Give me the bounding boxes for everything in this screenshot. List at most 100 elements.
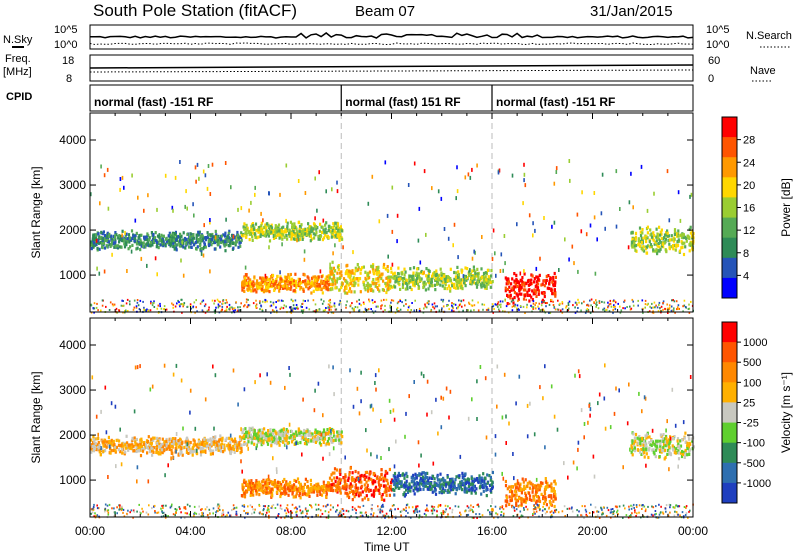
- data-cell: [113, 245, 116, 249]
- data-cell: [133, 299, 136, 302]
- data-cell: [564, 237, 566, 242]
- data-cell: [137, 195, 139, 200]
- data-cell: [181, 303, 184, 306]
- data-cell: [219, 300, 221, 303]
- data-cell: [198, 176, 200, 181]
- data-cell: [378, 219, 381, 224]
- data-cell: [444, 282, 447, 287]
- data-cell: [466, 267, 469, 271]
- data-cell: [224, 249, 227, 253]
- data-cell: [405, 278, 408, 282]
- data-cell: [471, 299, 474, 302]
- data-cell: [255, 492, 258, 496]
- data-cell: [306, 484, 309, 489]
- data-cell: [541, 301, 543, 303]
- data-cell: [375, 305, 378, 308]
- data-cell: [393, 493, 396, 497]
- data-cell: [397, 471, 400, 475]
- data-cell: [425, 232, 427, 237]
- data-cell: [291, 277, 294, 281]
- data-cell: [94, 441, 97, 445]
- data-cell: [433, 302, 436, 305]
- data-cell: [642, 245, 645, 249]
- data-cell: [225, 308, 228, 311]
- data-cell: [172, 238, 175, 242]
- data-cell: [333, 269, 336, 273]
- data-cell: [298, 494, 301, 498]
- data-cell: [157, 311, 160, 314]
- velocity-scatter-cells: [90, 318, 695, 519]
- data-cell: [201, 440, 204, 444]
- data-cell: [677, 308, 679, 310]
- data-cell: [221, 437, 224, 441]
- data-cell: [245, 483, 248, 487]
- data-cell: [189, 235, 192, 239]
- data-cell: [655, 304, 657, 307]
- data-cell: [683, 235, 687, 239]
- data-cell: [174, 447, 177, 451]
- data-cell: [531, 305, 533, 308]
- data-cell: [95, 448, 98, 452]
- data-cell: [292, 224, 295, 229]
- data-cell: [400, 480, 403, 484]
- data-cell: [260, 287, 263, 291]
- data-cell: [227, 446, 230, 451]
- data-cell: [211, 452, 214, 456]
- data-cell: [316, 278, 319, 282]
- data-cell: [502, 268, 504, 273]
- data-cell: [530, 304, 532, 307]
- data-cell: [259, 234, 262, 238]
- data-cell: [521, 276, 524, 280]
- data-cell: [414, 299, 416, 302]
- data-cell: [298, 431, 301, 435]
- data-cell: [481, 303, 484, 306]
- data-cell: [333, 304, 335, 307]
- data-cell: [329, 229, 332, 234]
- data-cell: [302, 299, 305, 302]
- data-cell: [365, 284, 368, 288]
- data-cell: [377, 279, 380, 283]
- data-cell: [565, 306, 567, 309]
- data-cell: [538, 302, 541, 305]
- data-cell: [295, 285, 298, 289]
- data-cell: [314, 225, 318, 229]
- data-cell: [366, 470, 369, 474]
- data-cell: [354, 306, 357, 308]
- data-cell: [272, 436, 276, 440]
- data-cell: [407, 281, 410, 285]
- data-cell: [213, 302, 215, 305]
- data-cell: [318, 284, 322, 288]
- data-cell: [154, 239, 157, 243]
- data-cell: [204, 245, 207, 249]
- data-cell: [224, 302, 227, 305]
- data-cell: [201, 309, 204, 312]
- data-cell: [302, 490, 305, 494]
- data-cell: [587, 304, 590, 307]
- data-cell: [126, 445, 129, 449]
- data-cell: [333, 471, 336, 475]
- data-cell: [286, 441, 289, 445]
- data-cell: [247, 298, 249, 301]
- data-cell: [486, 481, 489, 485]
- data-cell: [554, 294, 557, 298]
- data-cell: [199, 234, 202, 238]
- data-cell: [308, 433, 311, 437]
- data-cell: [666, 231, 669, 235]
- data-cell: [318, 441, 321, 445]
- data-cell: [189, 303, 192, 306]
- data-cell: [255, 229, 258, 233]
- data-cell: [371, 299, 374, 302]
- data-cell: [433, 307, 436, 310]
- data-cell: [641, 299, 644, 302]
- data-cell: [265, 434, 268, 438]
- data-cell: [388, 467, 391, 472]
- data-cell: [406, 285, 409, 289]
- data-cell: [358, 491, 361, 495]
- data-cell: [589, 312, 592, 314]
- data-cell: [649, 228, 652, 232]
- data-cell: [115, 233, 118, 237]
- data-cell: [491, 303, 494, 306]
- data-cell: [121, 229, 124, 233]
- data-cell: [325, 487, 329, 492]
- data-cell: [284, 281, 287, 286]
